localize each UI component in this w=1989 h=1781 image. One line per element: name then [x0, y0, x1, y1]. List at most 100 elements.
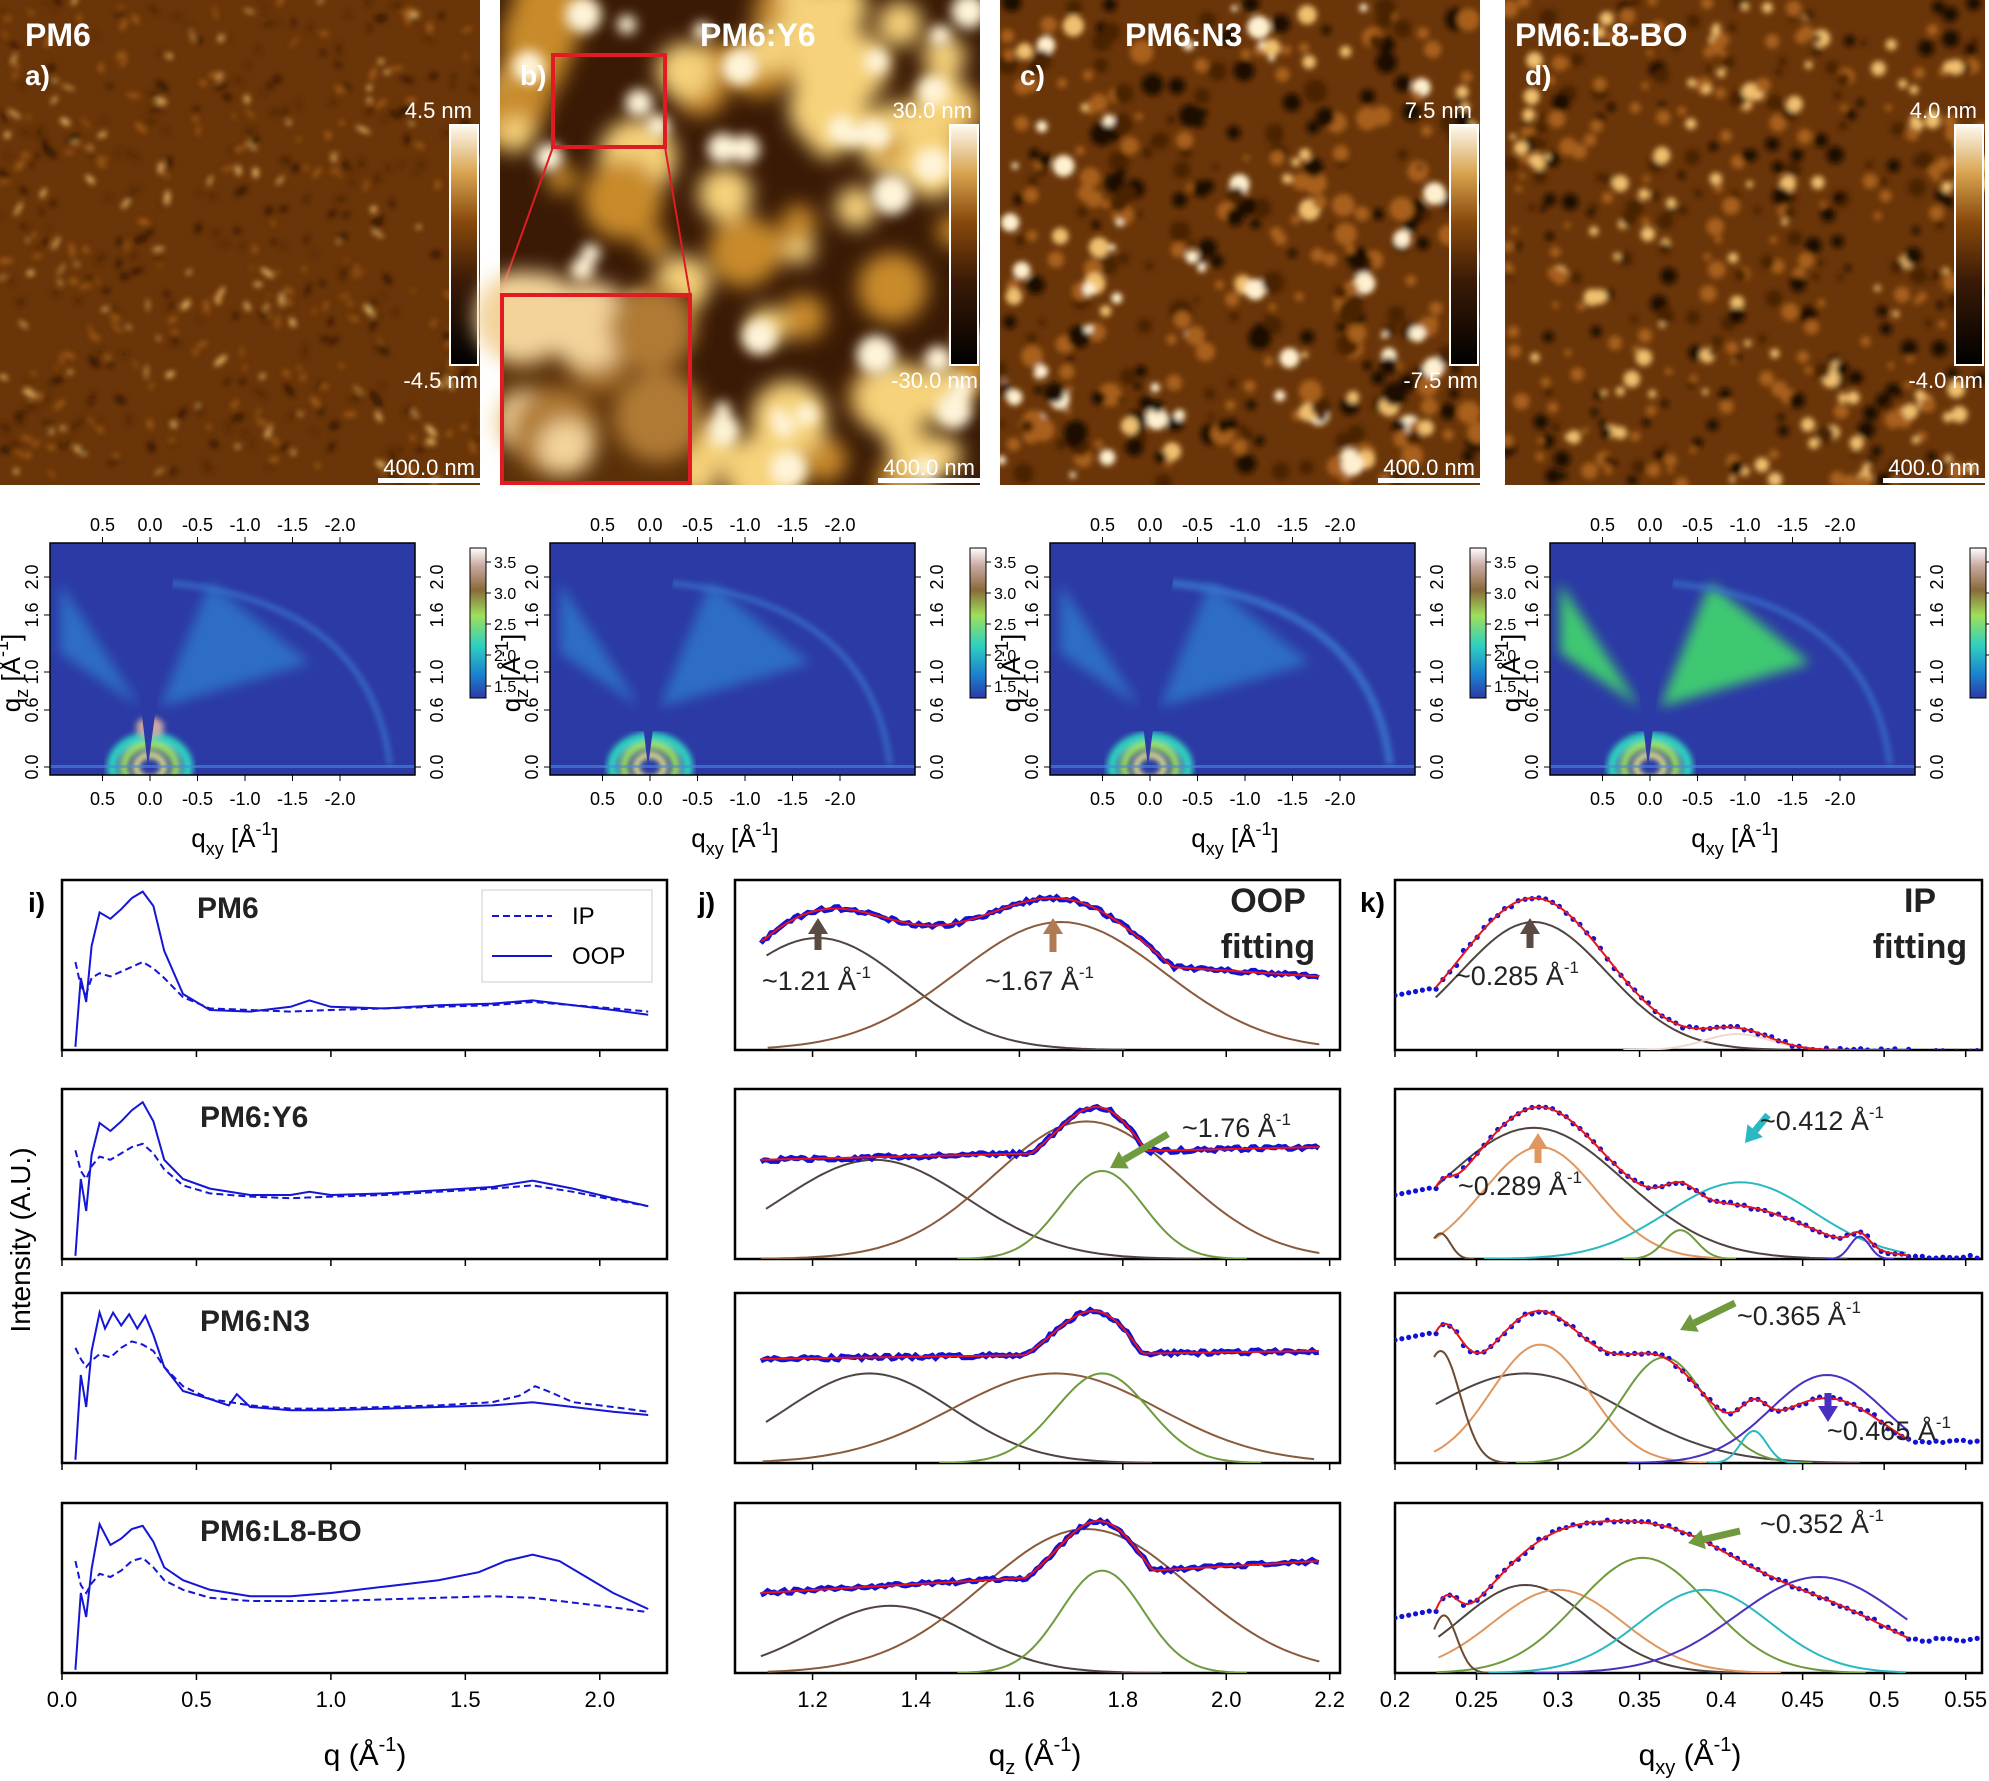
top-tick-label: -1.5 [1277, 515, 1308, 535]
giwaxs-frame [549, 542, 916, 776]
plot-area [74, 890, 649, 1047]
giwaxs-frame [49, 542, 416, 776]
data-point [1426, 1608, 1432, 1614]
afm-panel-4: 4.0 nm -4.0 nm 400.0 nm PM6:L8-BO d) [1505, 0, 1985, 485]
x-axis-label: qxy [Å-1] [1191, 819, 1279, 859]
fit-sum-curve [760, 1520, 1319, 1594]
annotation-arrowhead [1528, 1133, 1548, 1149]
top-tick-label: 0.5 [90, 515, 115, 535]
right-tick-label: 2.0 [427, 564, 447, 589]
top-tick-label: -2.0 [1824, 515, 1855, 535]
annotation-arrow [1702, 1527, 1741, 1543]
panel-letter-i: i) [28, 887, 45, 918]
peak-annotation: ~0.465 Å-1 [1818, 1393, 1951, 1446]
legend-oop-label: OOP [572, 943, 625, 970]
peak-annotation: ~0.365 Å-1 [1680, 1298, 1861, 1332]
right-tick-label: 1.0 [1927, 659, 1947, 684]
colorbar-tick-label: 2.5 [494, 617, 516, 634]
fit-title-line: IP [1904, 882, 1936, 920]
fit-component-curve [760, 1120, 1320, 1259]
giwaxs-panel-4: 0.5 0.5 0.0 0.0 -0.5 -0.5 -1.0 -1.0 -1.5 -1.5 -2.0… [1492, 515, 1989, 859]
bottom-tick-label: 0.5 [90, 789, 115, 809]
x-tick-label: 0.35 [1618, 1687, 1661, 1712]
x-tick-label: 0.4 [1706, 1687, 1737, 1712]
bottom-tick-label: 0.0 [637, 789, 662, 809]
left-tick-label: 0.0 [522, 754, 542, 779]
giwaxs-panel-3: 0.5 0.5 0.0 0.0 -0.5 -0.5 -1.0 -1.0 -1.5 -1.5 -2.0… [992, 515, 1516, 859]
data-point [1940, 1048, 1946, 1050]
data-point [1933, 1255, 1939, 1259]
giwaxs-colorbar [1969, 547, 1987, 699]
subplot-j-1 [733, 878, 1342, 1057]
data-point [1912, 1636, 1919, 1642]
bottom-tick-label: -0.5 [682, 789, 713, 809]
afm-colorbar [1449, 124, 1479, 366]
left-tick-label: 1.6 [22, 602, 42, 627]
left-tick-label: 2.0 [1522, 564, 1542, 589]
right-tick-label: 1.6 [1427, 602, 1447, 627]
left-tick-label: 2.0 [1022, 564, 1042, 589]
bottom-tick-label: -2.0 [824, 789, 855, 809]
data-point [1412, 1333, 1419, 1339]
x-tick-label: 1.2 [797, 1687, 828, 1712]
top-tick-label: -1.0 [1229, 515, 1260, 535]
left-tick-label: 2.0 [22, 564, 42, 589]
horizon-line [550, 765, 915, 768]
x-tick-label: 0.3 [1543, 1687, 1574, 1712]
left-tick-label: 0.0 [1022, 754, 1042, 779]
inset-connector-line [499, 146, 554, 296]
right-tick-label: 0.6 [927, 697, 947, 722]
data-point [1433, 1331, 1439, 1337]
left-tick-label: 0.6 [1022, 697, 1042, 722]
left-tick-label: 0.0 [22, 754, 42, 779]
fit-component-curve [1433, 1343, 1708, 1463]
data-point [1433, 1608, 1439, 1615]
series-ip-line [74, 960, 649, 1013]
fit-component-curve [1433, 1232, 1475, 1259]
annotation-label: ~0.289 Å-1 [1458, 1168, 1582, 1201]
data-point [1967, 1252, 1973, 1259]
data-point [1926, 1638, 1932, 1644]
colorbar-max-label: 7.5 nm [1405, 98, 1472, 123]
right-tick-label: 2.0 [1927, 564, 1947, 589]
colorbar-tick-label: 2.0 [494, 648, 516, 665]
bottom-tick-label: -1.0 [229, 789, 260, 809]
data-point [1953, 1637, 1960, 1643]
data-point [1919, 1638, 1925, 1644]
afm-colorbar [1954, 124, 1984, 366]
x-tick-label: 1.6 [1004, 1687, 1035, 1712]
top-tick-label: 0.5 [1090, 515, 1115, 535]
bottom-tick-label: -2.0 [1824, 789, 1855, 809]
fit-component-curve [1435, 920, 1791, 1050]
top-tick-label: 0.5 [1590, 515, 1615, 535]
annotation-label: ~1.67 Å-1 [985, 963, 1094, 996]
inset-connector-line [664, 146, 691, 296]
subplot-k-4: 0.2 0.25 0.3 0.35 0.4 0.45 0.5 0.55 [1380, 1501, 1987, 1712]
top-tick-label: 0.0 [1137, 515, 1162, 535]
data-point [1395, 1192, 1398, 1198]
x-tick-label: 2.0 [584, 1687, 615, 1712]
right-tick-label: 2.0 [927, 564, 947, 589]
right-tick-label: 0.6 [427, 697, 447, 722]
left-tick-label: 1.0 [1022, 659, 1042, 684]
left-tick-label: 1.0 [1522, 659, 1542, 684]
data-point [1406, 1612, 1412, 1618]
subplot-j-3 [733, 1291, 1342, 1470]
y-axis-label: qz [Å-1] [492, 634, 532, 713]
fit-sum-curve [1435, 896, 1909, 1050]
horizon-line [1550, 765, 1915, 768]
fit-component-curve [765, 1158, 1201, 1259]
giwaxs-image [50, 543, 415, 775]
scale-bar-label: 400.0 nm [383, 455, 475, 480]
giwaxs-image [550, 543, 915, 775]
subplot-frame [733, 1291, 1342, 1465]
right-tick-label: 1.0 [1427, 659, 1447, 684]
fit-component-curve [762, 1372, 1315, 1463]
fit-component-curve [1476, 1588, 1906, 1673]
left-tick-label: 0.6 [1522, 697, 1542, 722]
top-tick-label: -1.5 [777, 515, 808, 535]
colorbar-tick-label: 2.5 [1494, 617, 1516, 634]
scale-bar [878, 478, 980, 483]
bottom-tick-label: -2.0 [1324, 789, 1355, 809]
top-tick-label: 0.5 [590, 515, 615, 535]
